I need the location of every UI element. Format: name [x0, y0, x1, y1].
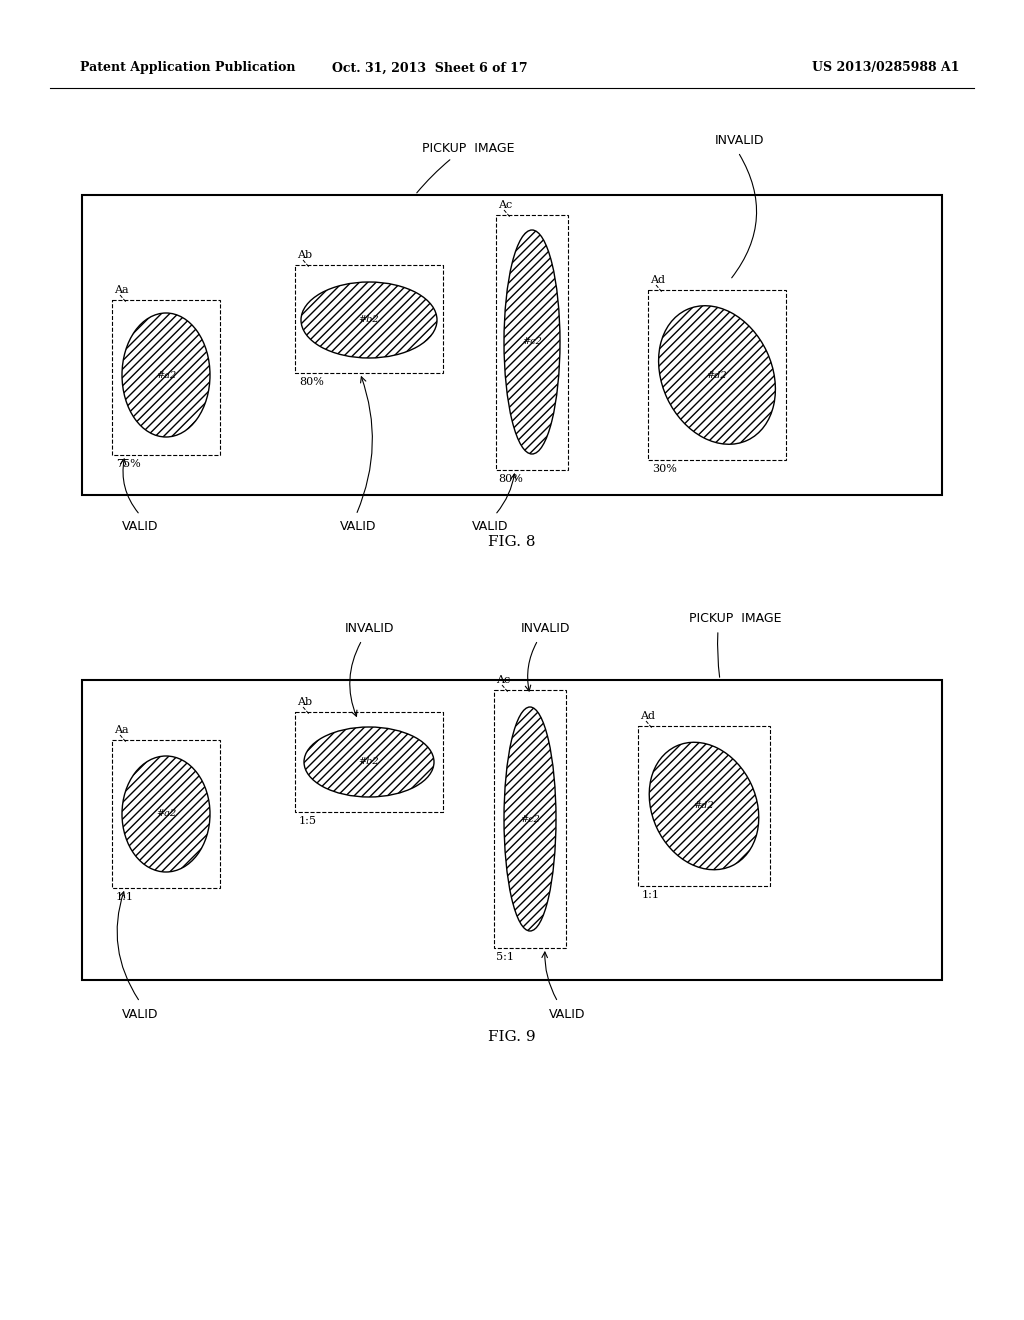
- Bar: [295, 265, 443, 374]
- Text: Ac: Ac: [498, 201, 512, 210]
- Text: VALID: VALID: [122, 1008, 159, 1020]
- Text: INVALID: INVALID: [520, 622, 569, 635]
- Text: Ad: Ad: [640, 711, 655, 721]
- Text: VALID: VALID: [340, 520, 376, 533]
- Bar: [648, 290, 786, 459]
- Text: US 2013/0285988 A1: US 2013/0285988 A1: [812, 62, 961, 74]
- Bar: [112, 741, 220, 888]
- Ellipse shape: [122, 313, 210, 437]
- Text: #c2: #c2: [522, 338, 542, 346]
- Bar: [496, 215, 568, 470]
- Text: #b2: #b2: [358, 315, 379, 325]
- Text: Oct. 31, 2013  Sheet 6 of 17: Oct. 31, 2013 Sheet 6 of 17: [332, 62, 527, 74]
- Text: 30%: 30%: [652, 465, 677, 474]
- Text: VALID: VALID: [122, 520, 159, 533]
- Ellipse shape: [649, 742, 759, 870]
- Text: INVALID: INVALID: [345, 622, 394, 635]
- Text: #a2: #a2: [156, 809, 176, 818]
- Text: FIG. 8: FIG. 8: [488, 535, 536, 549]
- Text: PICKUP  IMAGE: PICKUP IMAGE: [422, 141, 514, 154]
- Bar: [82, 680, 942, 979]
- Text: Ab: Ab: [297, 697, 312, 708]
- Text: VALID: VALID: [549, 1008, 586, 1020]
- Ellipse shape: [301, 282, 437, 358]
- Text: #d2: #d2: [693, 801, 715, 810]
- Text: 5:1: 5:1: [496, 952, 514, 962]
- Text: VALID: VALID: [472, 520, 508, 533]
- Text: 80%: 80%: [498, 474, 523, 484]
- Bar: [82, 195, 942, 495]
- Text: Aa: Aa: [114, 725, 129, 735]
- Ellipse shape: [504, 230, 560, 454]
- Bar: [494, 690, 566, 948]
- Ellipse shape: [122, 756, 210, 873]
- Text: 1:5: 1:5: [299, 816, 317, 826]
- Text: 75%: 75%: [116, 459, 140, 469]
- Text: PICKUP  IMAGE: PICKUP IMAGE: [689, 611, 781, 624]
- Text: #d2: #d2: [707, 371, 727, 380]
- Text: 1:1: 1:1: [116, 892, 134, 902]
- Text: Ad: Ad: [650, 275, 665, 285]
- Text: Patent Application Publication: Patent Application Publication: [80, 62, 296, 74]
- Text: 80%: 80%: [299, 378, 324, 387]
- Text: FIG. 9: FIG. 9: [488, 1030, 536, 1044]
- Ellipse shape: [304, 727, 434, 797]
- Ellipse shape: [504, 708, 556, 931]
- Text: INVALID: INVALID: [715, 133, 765, 147]
- Text: #a2: #a2: [156, 371, 176, 380]
- Text: #c2: #c2: [520, 814, 540, 824]
- Text: Ac: Ac: [496, 675, 510, 685]
- Bar: [112, 300, 220, 455]
- Bar: [295, 711, 443, 812]
- Bar: [638, 726, 770, 886]
- Ellipse shape: [658, 306, 775, 445]
- Text: 1:1: 1:1: [642, 890, 660, 900]
- Text: #b2: #b2: [358, 758, 379, 767]
- Text: Aa: Aa: [114, 285, 129, 294]
- Text: Ab: Ab: [297, 249, 312, 260]
